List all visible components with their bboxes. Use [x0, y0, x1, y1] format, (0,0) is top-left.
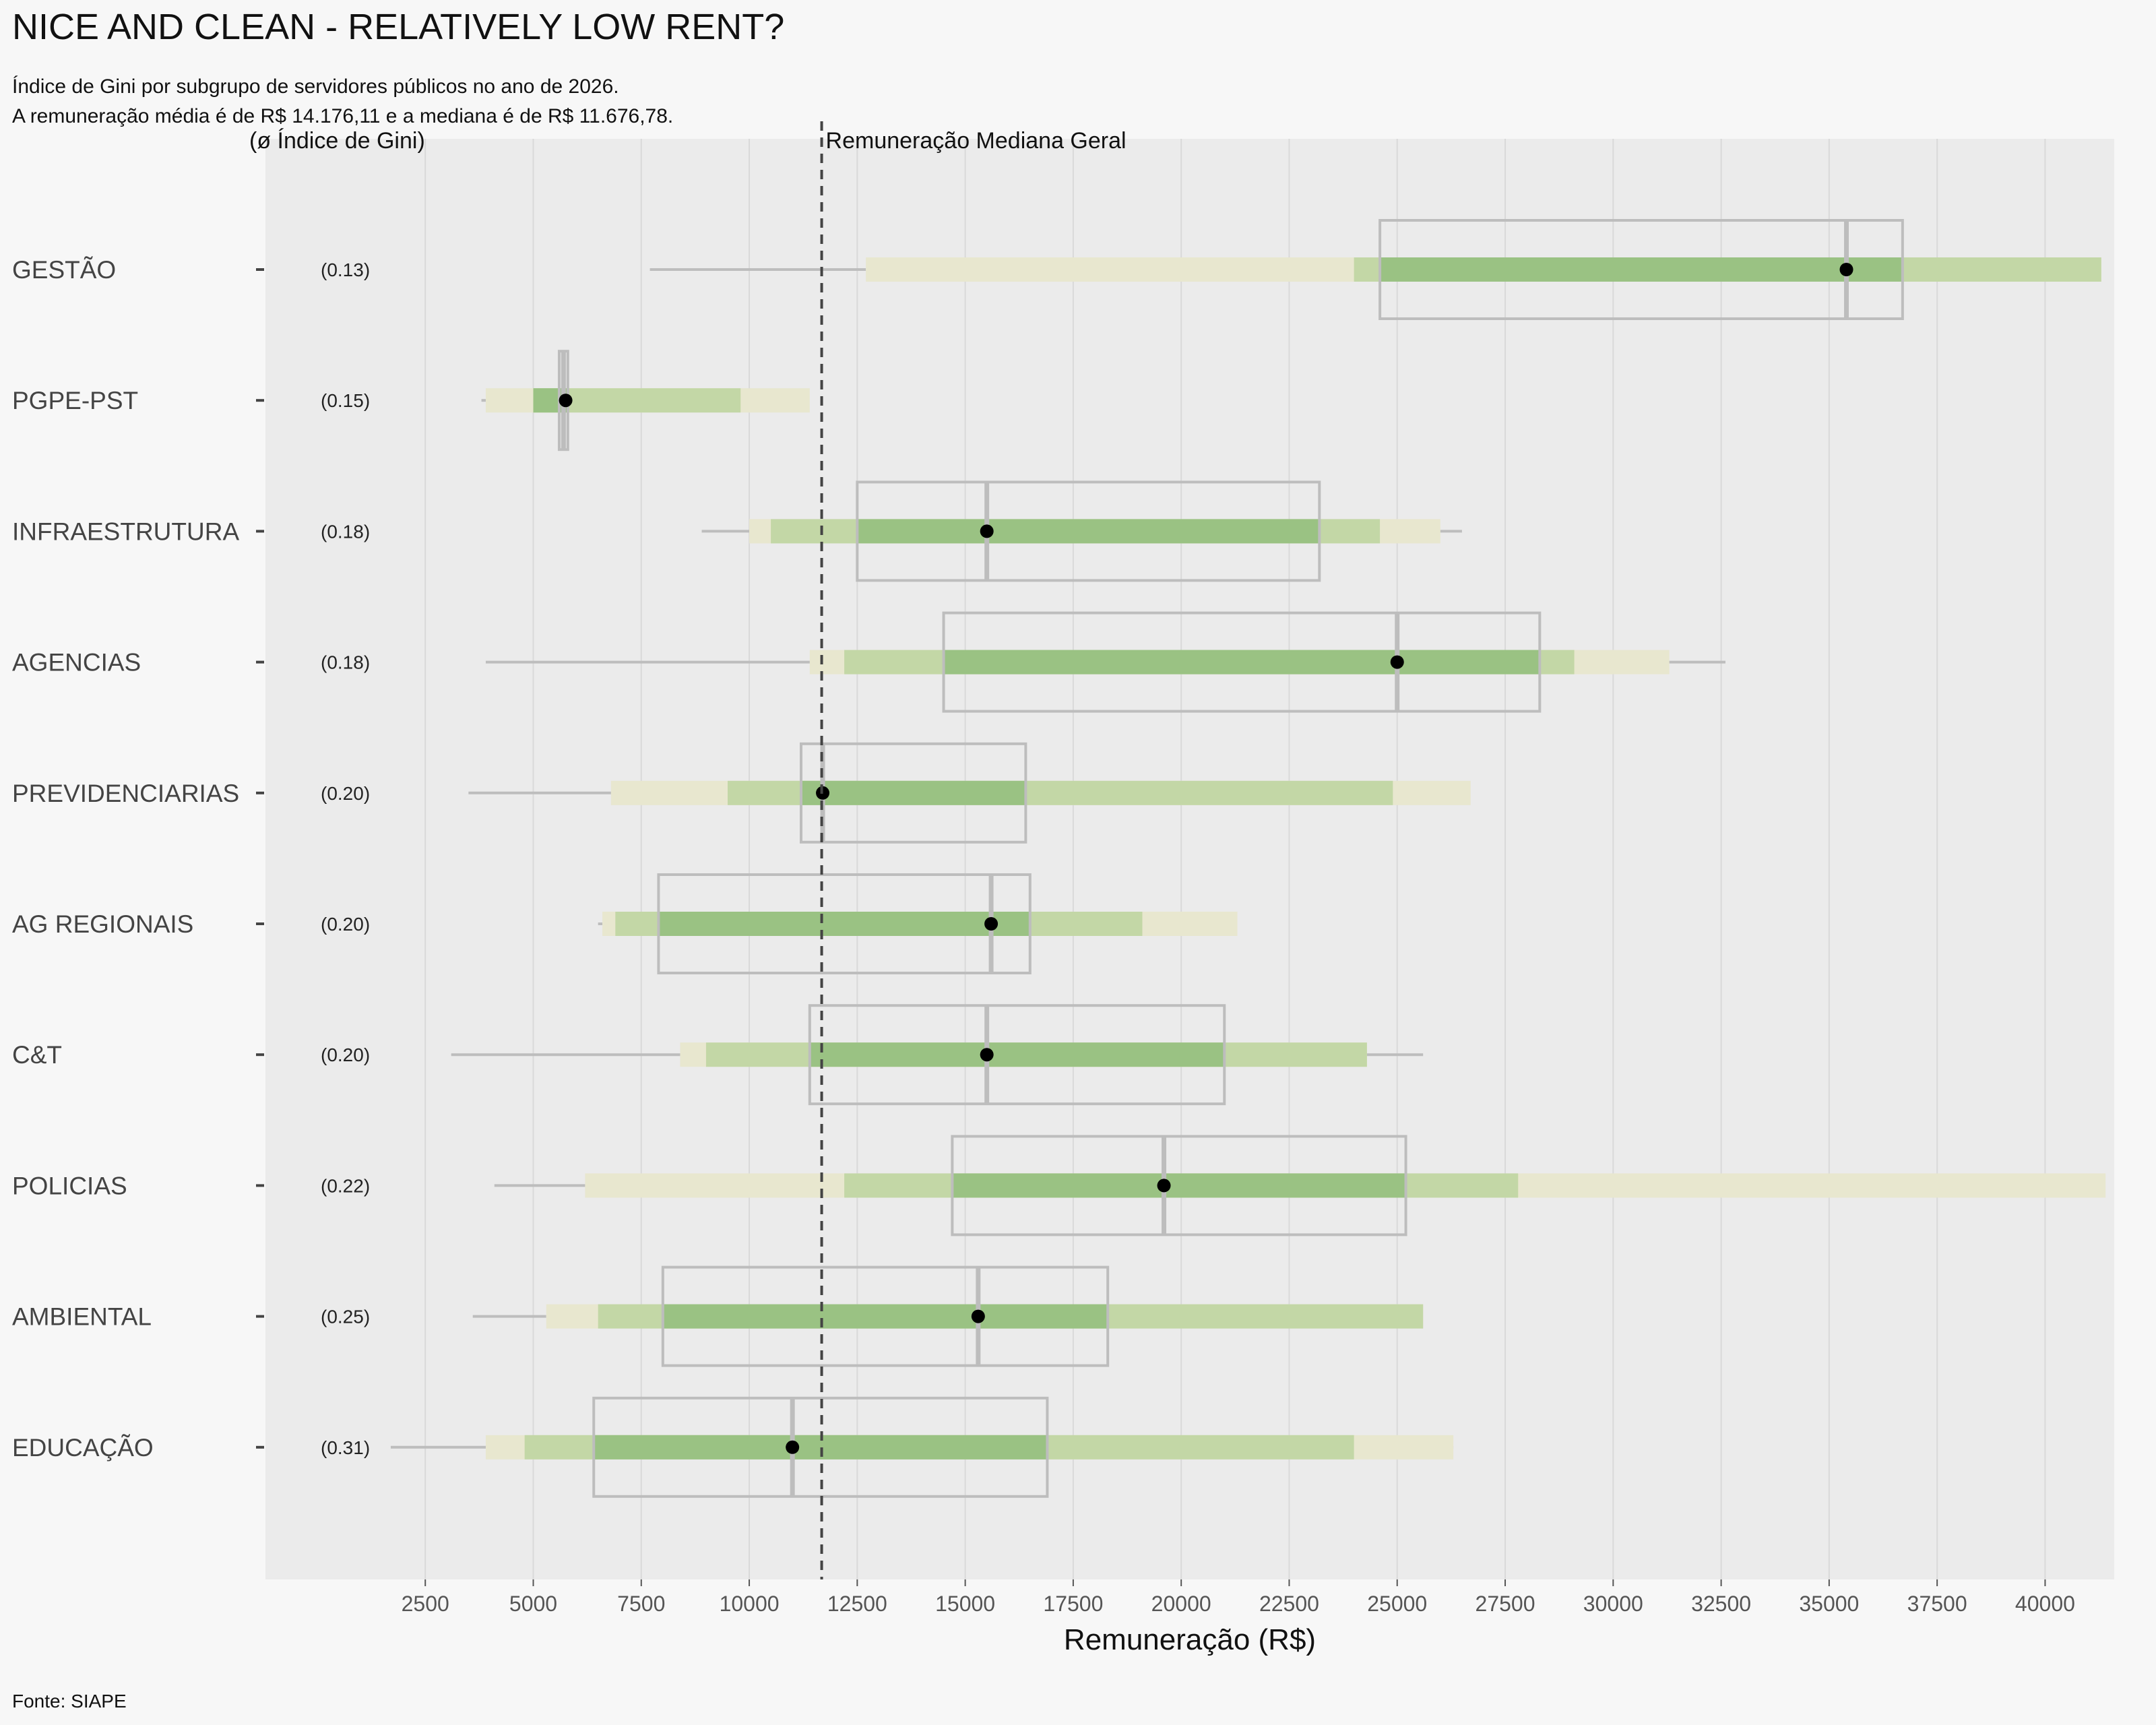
x-tick-label: 17500	[1043, 1592, 1103, 1616]
box	[1378, 219, 1904, 320]
x-tick-label: 32500	[1691, 1592, 1751, 1616]
gini-label: (0.13)	[321, 259, 370, 280]
category-label: AGENCIAS	[12, 649, 141, 677]
plot-panel	[265, 139, 2114, 1579]
category-label: GESTÃO	[12, 256, 116, 284]
interval-band-inner	[1380, 257, 1903, 282]
median-line-label: Remuneração Mediana Geral	[826, 128, 1127, 154]
interval-band-inner	[800, 780, 1026, 805]
category-label: AG REGIONAIS	[12, 910, 193, 938]
gridlines	[424, 139, 2046, 1579]
x-tick-label: 30000	[1583, 1592, 1643, 1616]
median-point	[971, 1309, 985, 1323]
x-tick-label: 22500	[1259, 1592, 1319, 1616]
category-label: INFRAESTRUTURA	[12, 518, 239, 545]
gini-label: (0.20)	[321, 783, 370, 804]
group-row: PREVIDENCIARIAS (0.20)	[12, 742, 1471, 844]
x-tick-label: 35000	[1799, 1592, 1859, 1616]
x-tick-label: 40000	[2015, 1592, 2075, 1616]
x-tick-label: 10000	[720, 1592, 780, 1616]
box	[661, 1265, 1110, 1367]
x-tick-label: 7500	[617, 1592, 665, 1616]
x-axis-title: Remuneração (R$)	[1064, 1623, 1316, 1656]
category-label: PGPE-PST	[12, 387, 138, 414]
gini-label: (0.15)	[321, 390, 370, 411]
x-tick-label: 27500	[1476, 1592, 1535, 1616]
caption: Fonte: SIAPE	[12, 1691, 127, 1712]
group-row: PGPE-PST (0.15)	[12, 350, 810, 451]
box	[657, 873, 1032, 974]
box	[808, 1004, 1226, 1106]
x-tick-label: 5000	[509, 1592, 557, 1616]
gini-label: (0.20)	[321, 1044, 370, 1065]
x-tick-label: 25000	[1367, 1592, 1427, 1616]
interval-band-inner	[943, 650, 1540, 675]
groups: GESTÃO (0.13) PGPE-PST (0.15) INFRAESTRUTURA…	[12, 219, 2106, 1498]
category-label: POLICIAS	[12, 1172, 127, 1199]
interval-band-inner	[952, 1173, 1406, 1198]
x-tick-label: 20000	[1151, 1592, 1211, 1616]
box	[856, 480, 1321, 582]
interval-band-inner	[658, 912, 1030, 936]
x-tick-label: 37500	[1907, 1592, 1967, 1616]
median-point	[980, 1048, 994, 1062]
x-tick-label: 2500	[402, 1592, 449, 1616]
gini-label: (0.20)	[321, 914, 370, 935]
median-point	[984, 917, 998, 931]
category-label: AMBIENTAL	[12, 1303, 152, 1331]
group-row: INFRAESTRUTURA (0.18)	[12, 480, 1462, 582]
group-row: AMBIENTAL (0.25)	[12, 1265, 1424, 1367]
subtitle-line-2: A remuneração média é de R$ 14.176,11 e …	[12, 105, 673, 127]
x-tick-label: 12500	[827, 1592, 887, 1616]
median-point	[1390, 655, 1404, 669]
category-label: C&T	[12, 1041, 62, 1069]
group-row: POLICIAS (0.22)	[12, 1135, 2106, 1236]
group-row: AG REGIONAIS (0.20)	[12, 873, 1238, 974]
median-point	[980, 524, 994, 538]
box	[951, 1135, 1407, 1236]
box	[942, 611, 1542, 713]
chart-title: NICE AND CLEAN - RELATIVELY LOW RENT?	[12, 7, 784, 47]
box	[799, 742, 1027, 844]
category-label: PREVIDENCIARIAS	[12, 780, 239, 807]
median-point	[559, 394, 573, 408]
gini-header: (ø Índice de Gini)	[249, 128, 425, 154]
group-row: GESTÃO (0.13)	[12, 219, 2101, 320]
gini-label: (0.18)	[321, 521, 370, 542]
gini-label: (0.22)	[321, 1175, 370, 1196]
x-axis-ticks: 2500 5000 7500 10000 12500 15000 17500 20000 225…	[402, 1579, 2075, 1616]
median-point	[786, 1440, 800, 1454]
gini-label: (0.18)	[321, 652, 370, 673]
gini-label: (0.25)	[321, 1307, 370, 1327]
group-row: EDUCAÇÃO (0.31)	[12, 1396, 1454, 1498]
interval-band-inner	[857, 519, 1320, 544]
gini-label: (0.31)	[321, 1437, 370, 1458]
median-point	[1839, 263, 1853, 276]
category-label: EDUCAÇÃO	[12, 1434, 154, 1462]
interval-band-inner	[809, 1042, 1225, 1067]
median-point	[1157, 1179, 1171, 1193]
x-tick-label: 15000	[935, 1592, 995, 1616]
group-row: C&T (0.20)	[12, 1004, 1424, 1106]
subtitle-line-1: Índice de Gini por subgrupo de servidore…	[12, 75, 619, 98]
group-row: AGENCIAS (0.18)	[12, 611, 1725, 713]
interval-band-inner	[662, 1304, 1108, 1329]
